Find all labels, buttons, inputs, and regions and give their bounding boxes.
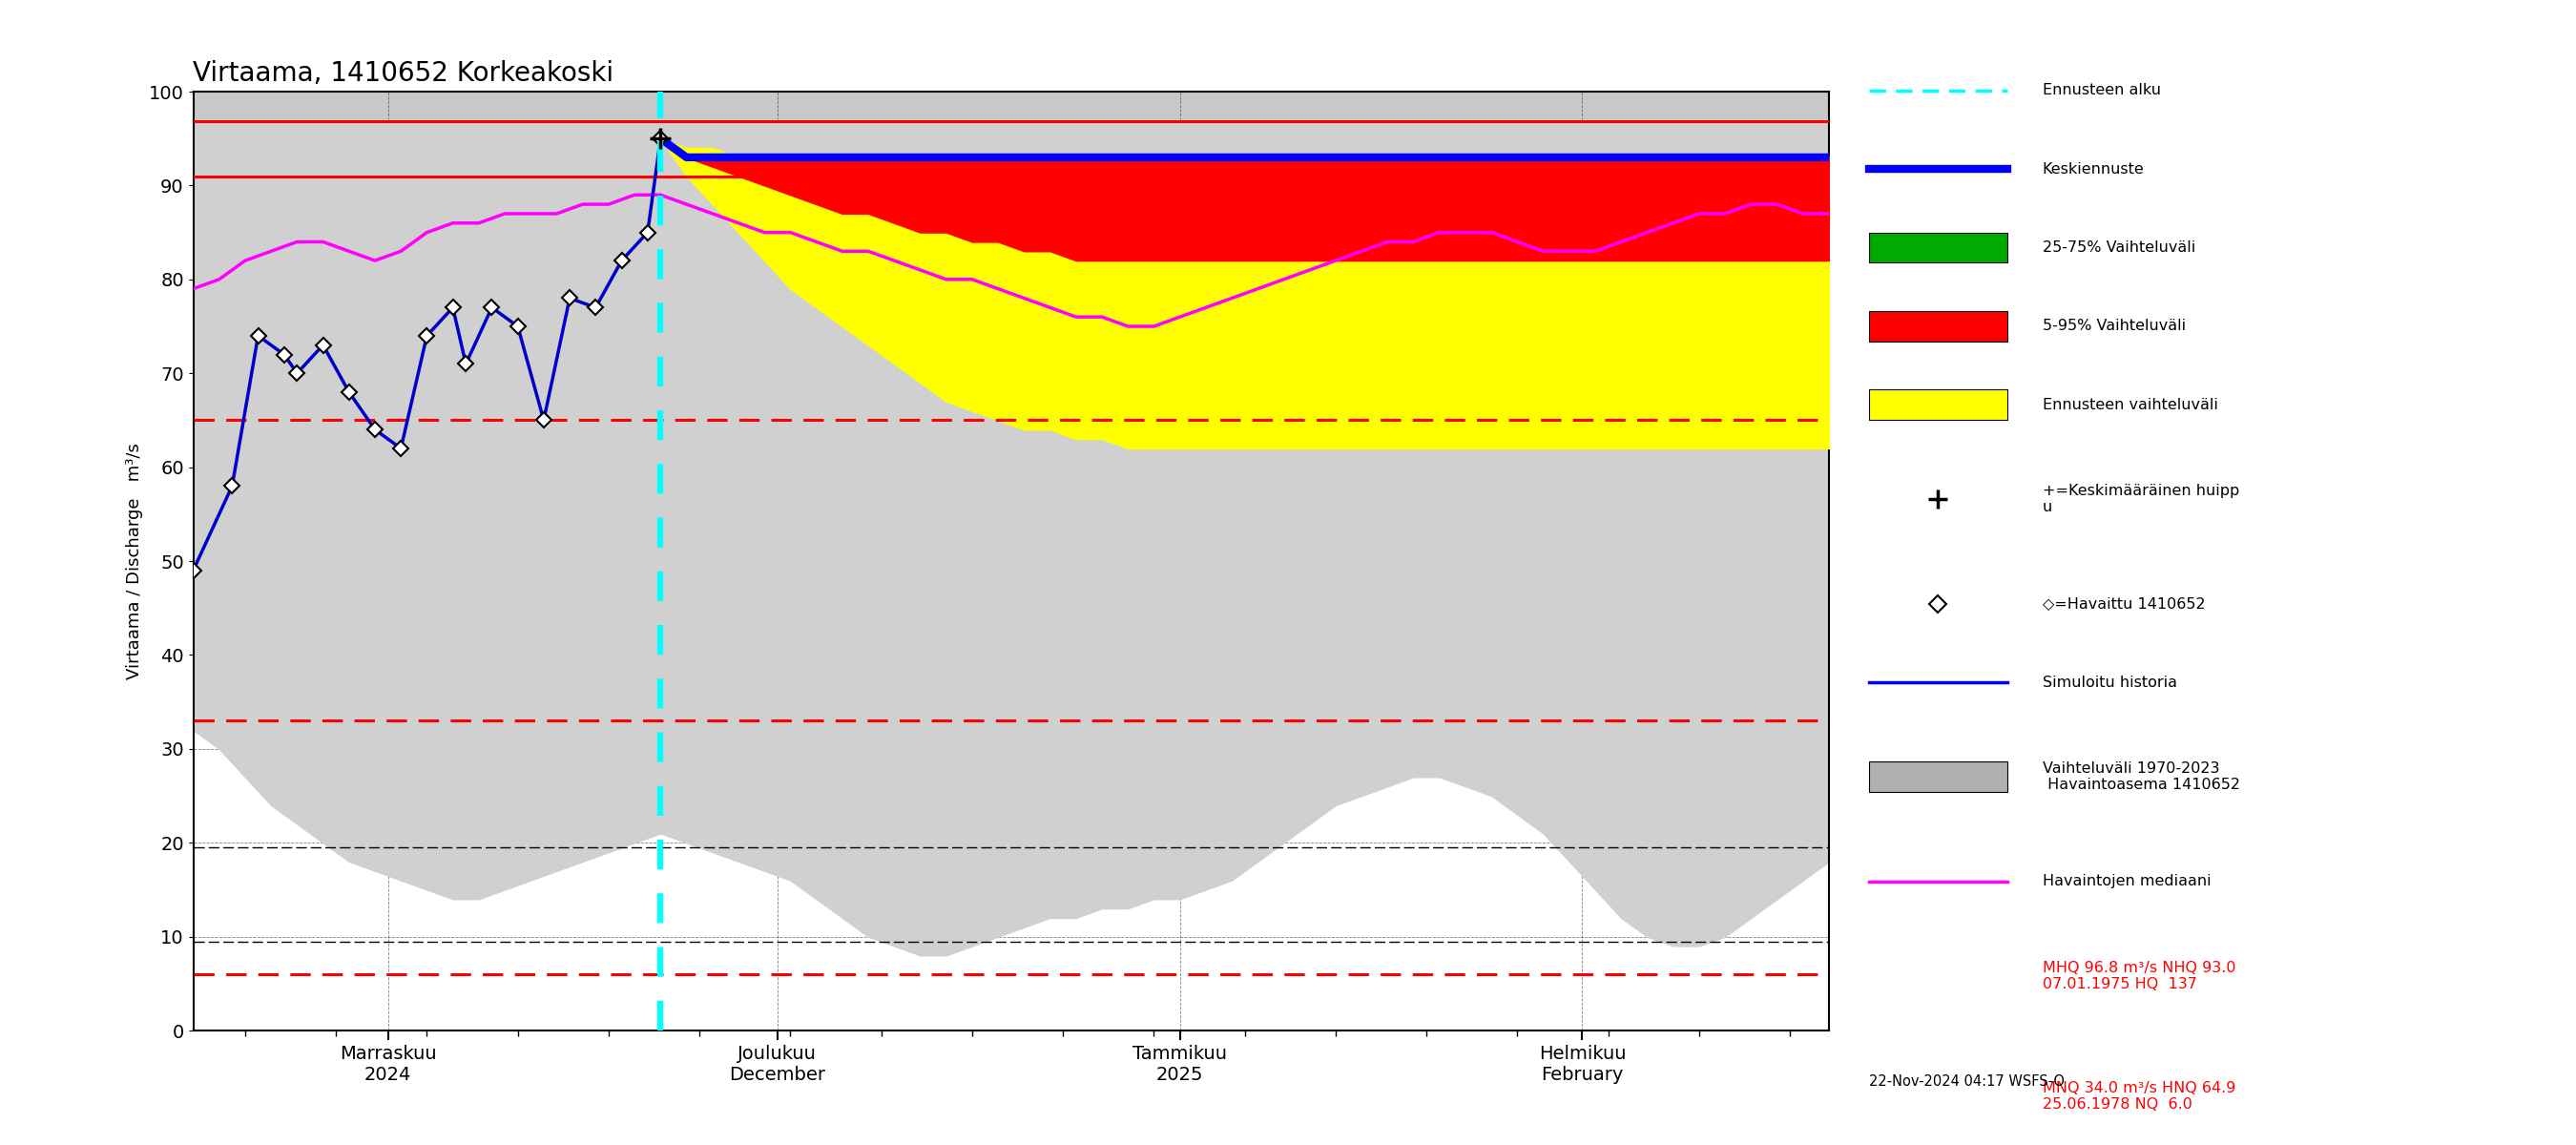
Text: MHQ 96.8 m³/s NHQ 93.0
07.01.1975 HQ  137: MHQ 96.8 m³/s NHQ 93.0 07.01.1975 HQ 137 <box>2043 961 2236 992</box>
Text: 22-Nov-2024 04:17 WSFS-O: 22-Nov-2024 04:17 WSFS-O <box>1868 1074 2063 1089</box>
Text: Vaihteluväli 1970-2023
 Havaintoasema 1410652: Vaihteluväli 1970-2023 Havaintoasema 141… <box>2043 761 2241 792</box>
Text: MNQ 34.0 m³/s HNQ 64.9
25.06.1978 NQ  6.0: MNQ 34.0 m³/s HNQ 64.9 25.06.1978 NQ 6.0 <box>2043 1081 2236 1112</box>
Text: Havaintojen mediaani: Havaintojen mediaani <box>2043 875 2210 889</box>
Bar <box>1868 761 2007 792</box>
Text: +=Keskimääräinen huipp
u: +=Keskimääräinen huipp u <box>2043 484 2239 515</box>
Text: ◇=Havaittu 1410652: ◇=Havaittu 1410652 <box>2043 597 2205 611</box>
Y-axis label: Virtaama / Discharge   m³/s: Virtaama / Discharge m³/s <box>126 443 144 679</box>
Bar <box>1868 311 2007 341</box>
Text: Ennusteen alku: Ennusteen alku <box>2043 84 2161 97</box>
Text: Simuloitu historia: Simuloitu historia <box>2043 676 2177 689</box>
Text: Virtaama, 1410652 Korkeakoski: Virtaama, 1410652 Korkeakoski <box>193 60 613 87</box>
Text: Keskiennuste: Keskiennuste <box>2043 161 2143 176</box>
Bar <box>1868 389 2007 420</box>
Text: 5-95% Vaihteluväli: 5-95% Vaihteluväli <box>2043 319 2187 333</box>
Bar <box>1868 232 2007 262</box>
Text: Ennusteen vaihteluväli: Ennusteen vaihteluväli <box>2043 397 2218 412</box>
Text: 25-75% Vaihteluväli: 25-75% Vaihteluväli <box>2043 240 2195 254</box>
